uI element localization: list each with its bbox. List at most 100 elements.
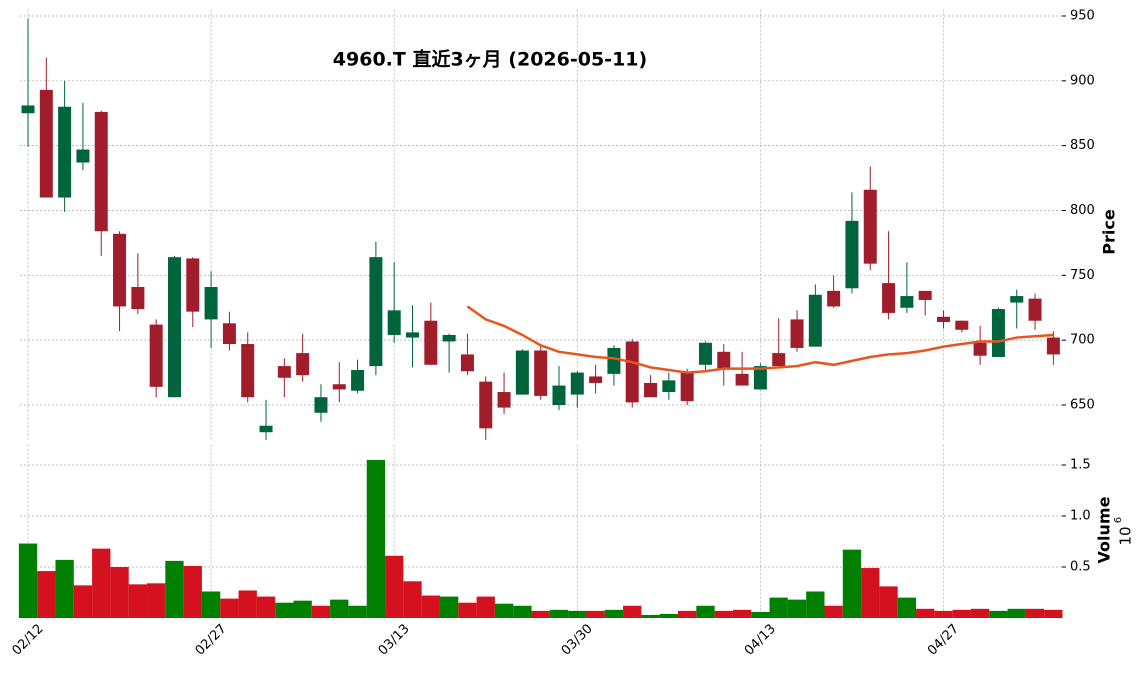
volume-bar [623,605,642,618]
y-tick-label: 950 [1070,8,1095,23]
volume-bar [366,459,386,618]
volume-bar [147,583,166,618]
y-tick-label: 700 [1070,333,1095,348]
volume-bar [18,543,38,618]
candle-body [735,373,749,386]
y-tick-label: 750 [1070,268,1095,283]
candle-body [644,382,658,398]
candle-body [497,392,511,408]
candle-body [296,353,310,376]
volume-bar [751,611,770,618]
volume-bar [842,549,862,618]
volume-bar [220,598,239,618]
volume-bar [989,610,1008,618]
moving-average-line [466,305,1054,374]
candle-body [1028,298,1042,321]
candle-body [406,332,420,338]
candle-body [607,347,621,374]
candle-body [186,258,200,312]
volume-bar [1007,608,1026,618]
candle-body [570,372,584,395]
volume-bar [824,605,843,618]
multiplier-exponent: 6 [1113,517,1124,523]
volume-bar [73,585,93,618]
volume-bar [970,608,990,618]
candle-body [662,380,676,393]
volume-bar [439,596,459,618]
y-tick-label: 900 [1070,73,1095,88]
candle-body [882,283,896,313]
candle-body [460,354,474,372]
x-tick-label: 04/27 [925,621,962,658]
volume-bar [238,590,257,618]
volume-bar [531,610,550,618]
x-tick-label: 03/30 [559,621,596,658]
volume-bar [604,609,624,618]
volume-bar [110,567,129,618]
candle-body [808,294,822,347]
volume-bar [787,599,807,618]
volume-bar [37,571,56,618]
volume-bar [128,584,148,618]
volume-bar [348,605,367,618]
volume-bar [403,581,422,618]
candle-body [314,397,328,413]
volume-bar [311,605,331,618]
volume-bar [696,605,715,618]
candle-body [937,316,950,323]
candle-body [131,286,145,310]
candle-body [845,220,859,289]
candle-body [680,372,694,402]
candle-body [863,189,877,264]
volume-bar [55,559,74,618]
volume-bar [568,610,587,618]
candle-body [827,290,841,307]
candle-body [442,334,456,342]
y-axis-label: Price [1100,209,1119,255]
candle-body [369,257,383,367]
y-tick-label: 800 [1070,203,1095,218]
volume-bar [586,610,605,618]
candle-body [204,286,218,320]
volume-axis-label: Volume [1095,496,1114,563]
y-tick-label: 1.5 [1070,458,1091,473]
volume-bar [275,602,294,618]
volume-bar [732,609,752,618]
candle-body [698,342,712,365]
volume-bar [330,599,349,618]
volume-bar [1044,609,1063,618]
y-tick-label: 850 [1070,138,1095,153]
x-tick-label: 02/27 [193,621,230,658]
volume-multiplier: 10 6 [1113,517,1135,546]
candle-body [277,366,291,378]
multiplier-base: 10 [1117,526,1135,545]
volume-bar [183,565,202,618]
volume-bar [293,600,312,618]
candle-body [790,319,804,348]
volume-bar [494,603,514,618]
candle-body [717,351,731,369]
candle-body [39,89,53,198]
candle-body [991,309,1005,358]
candle-body [918,290,932,300]
candle-body [351,369,365,391]
chart-title: 4960.T 直近3ヶ月 (2026-05-11) [333,48,647,71]
candle-body [973,342,987,356]
volume-bar [92,548,111,618]
candle-body [424,320,438,365]
volume-bar [879,586,898,618]
volume-bar [806,591,825,618]
candle-body [167,257,181,398]
volume-bar [659,613,679,618]
volume-bar [165,560,184,618]
volume-bar [897,597,917,618]
volume-bar [256,596,276,618]
volume-bar [201,591,221,618]
candle-body [552,385,566,405]
candle-body [332,384,346,390]
y-tick-label: 650 [1070,397,1095,412]
y-tick-label: 1.0 [1070,509,1091,524]
volume-bar [421,595,440,618]
